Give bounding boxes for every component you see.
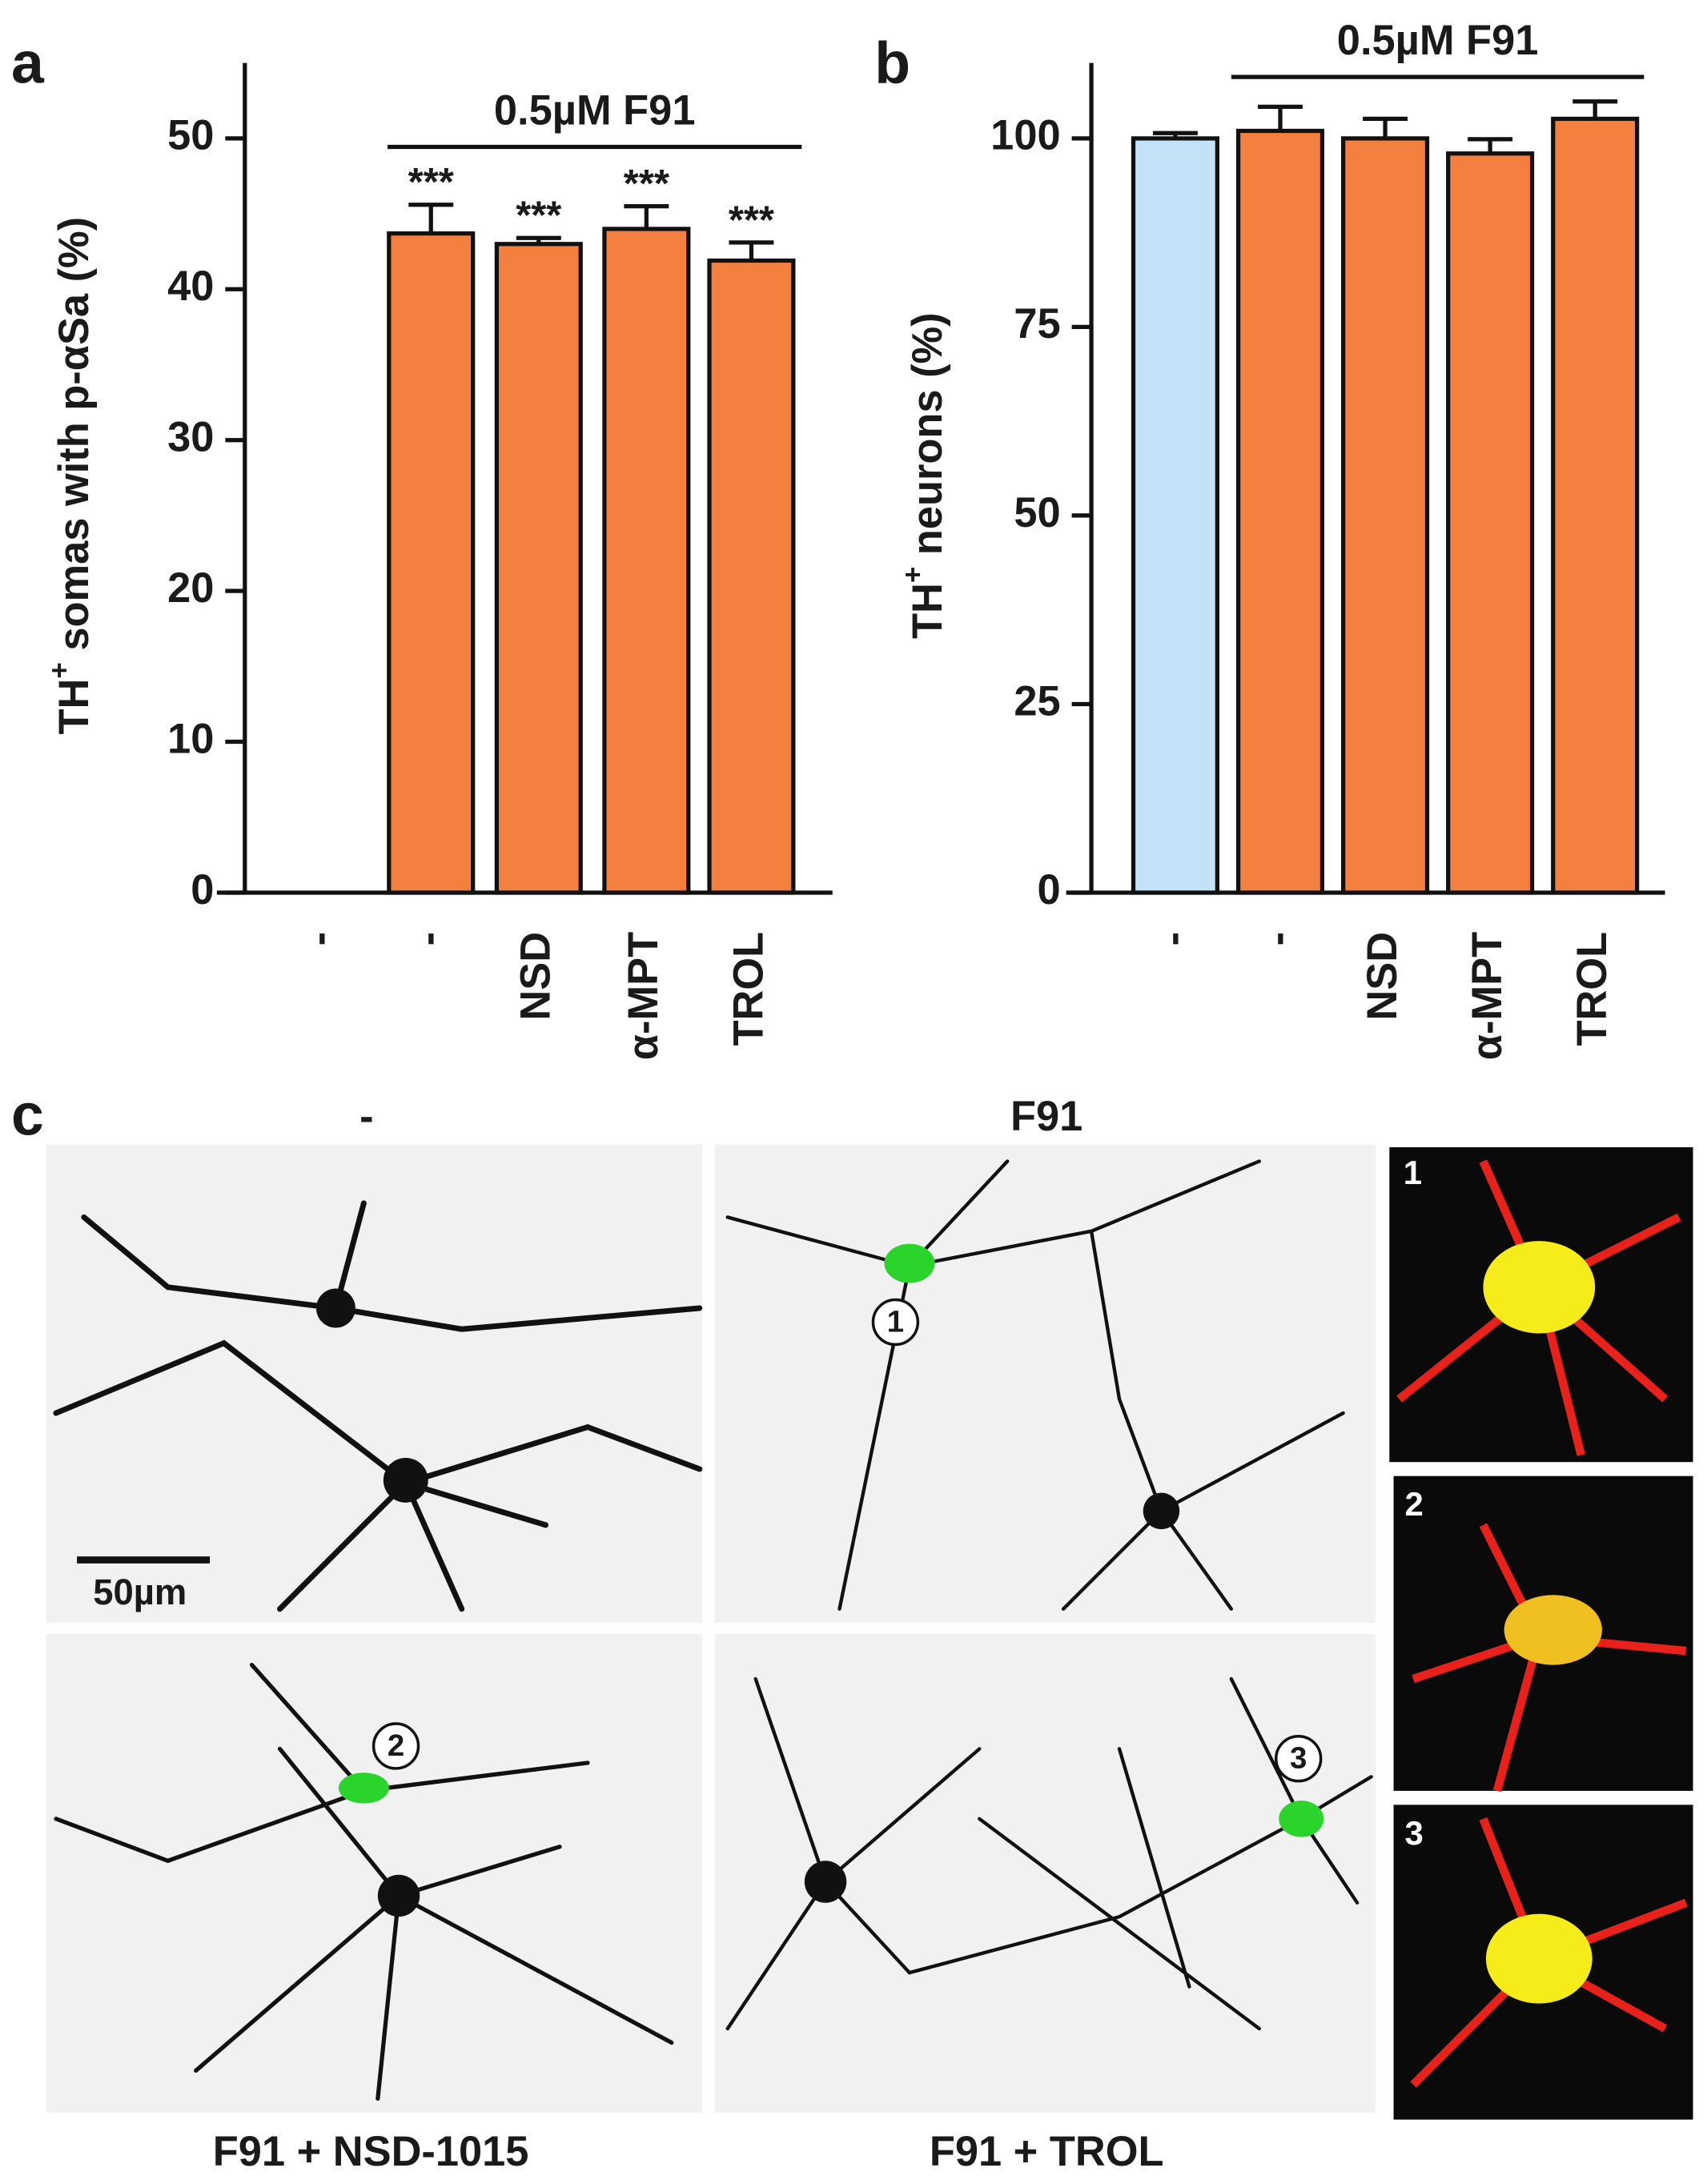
bracket-label: 0.5µM F91 — [1337, 18, 1539, 64]
marker: 2 — [388, 1728, 404, 1763]
image-caption: - — [359, 1094, 373, 1140]
micrographs — [46, 1144, 1693, 2120]
bar — [1551, 116, 1640, 895]
x-tick-label: - — [405, 932, 452, 945]
x-tick-label: NSD — [1360, 932, 1406, 1021]
y-tick-label: 40 — [167, 263, 214, 310]
error-bar — [408, 203, 454, 234]
soma — [1143, 1492, 1180, 1530]
x-tick-label: - — [1255, 932, 1301, 945]
bar — [1131, 136, 1219, 895]
inset-label: 2 — [1405, 1485, 1424, 1523]
image-f91 — [714, 1144, 1376, 1624]
y-tick-label: 0 — [191, 867, 214, 913]
inset-soma — [1504, 1595, 1602, 1665]
soma-green — [1279, 1801, 1324, 1837]
soma-green — [884, 1243, 935, 1283]
panel-label: a — [11, 30, 45, 95]
y-axis-label: TH+ somas with p-αSa (%) — [44, 217, 98, 735]
bar — [1446, 151, 1535, 895]
y-tick-label: 20 — [167, 565, 214, 612]
y-tick-label: 10 — [167, 716, 214, 762]
inset-label: 3 — [1405, 1814, 1424, 1852]
error-bar — [1468, 137, 1513, 154]
soma — [383, 1457, 428, 1503]
y-tick-label: 75 — [1014, 301, 1060, 347]
bar — [1341, 136, 1430, 895]
bar — [707, 258, 796, 895]
y-tick-label: 30 — [167, 415, 214, 461]
x-tick-label: - — [1150, 932, 1196, 945]
inset-label: 1 — [1404, 1154, 1422, 1191]
y-tick-label: 0 — [1037, 867, 1060, 913]
neurites — [725, 1159, 1345, 1611]
x-tick-label: TROL — [725, 932, 772, 1046]
significance: *** — [624, 163, 669, 206]
bar — [494, 242, 583, 895]
x-tick-label: NSD — [513, 932, 560, 1021]
image-nsd — [46, 1634, 703, 2113]
marker-circle — [1275, 1734, 1323, 1783]
image-caption: F91 + NSD-1015 — [213, 2129, 529, 2175]
error-bar — [1363, 116, 1408, 139]
image-control — [46, 1144, 703, 1624]
significance: *** — [408, 161, 454, 204]
inset-soma — [1483, 1241, 1596, 1334]
image-caption: F91 + TROL — [930, 2129, 1164, 2175]
y-tick-label: 50 — [167, 113, 214, 159]
y-tick-label: 50 — [1014, 490, 1060, 536]
bar — [602, 227, 691, 895]
error-bar — [1258, 104, 1303, 131]
significance: *** — [516, 195, 561, 238]
bracket-label: 0.5µM F91 — [494, 87, 696, 134]
x-tick-label: α-MPT — [1464, 932, 1511, 1060]
soma — [315, 1288, 355, 1328]
y-label-sup: + — [898, 567, 929, 583]
image-caption: F91 — [1010, 1094, 1082, 1140]
soma-green — [338, 1772, 389, 1804]
soma — [804, 1861, 847, 1903]
y-label-base: TH — [905, 583, 951, 639]
inset-soma — [1485, 1913, 1593, 2004]
significance: *** — [729, 199, 774, 242]
markers: 1 2 3 — [372, 1298, 1323, 1783]
error-bar — [729, 240, 774, 261]
panel-label: b — [874, 30, 910, 95]
y-label-base: TH — [51, 679, 98, 735]
bar — [1235, 128, 1325, 895]
y-label-rest: neurons (%) — [905, 312, 951, 566]
soma — [377, 1874, 420, 1917]
marker-circle — [372, 1722, 420, 1770]
y-axis-label: TH+ neurons (%) — [898, 312, 951, 639]
error-bar — [1572, 99, 1618, 119]
y-label-rest: somas with p-αSa (%) — [51, 217, 98, 662]
y-tick-label: 100 — [990, 113, 1060, 159]
marker: 1 — [887, 1304, 904, 1339]
marker-circle — [871, 1298, 920, 1347]
marker: 3 — [1290, 1741, 1307, 1776]
bar — [387, 231, 476, 895]
y-label-sup: + — [44, 662, 75, 678]
x-tick-label: - — [296, 932, 343, 945]
error-bar — [624, 204, 669, 229]
x-tick-label: TROL — [1569, 932, 1616, 1046]
neurites — [725, 1676, 1373, 2031]
x-tick-label: α-MPT — [621, 932, 667, 1060]
panel-label: c — [11, 1082, 44, 1147]
neurites — [54, 1662, 674, 2101]
scale-bar-label: 50µm — [93, 1572, 187, 1612]
y-tick-label: 25 — [1014, 678, 1060, 725]
